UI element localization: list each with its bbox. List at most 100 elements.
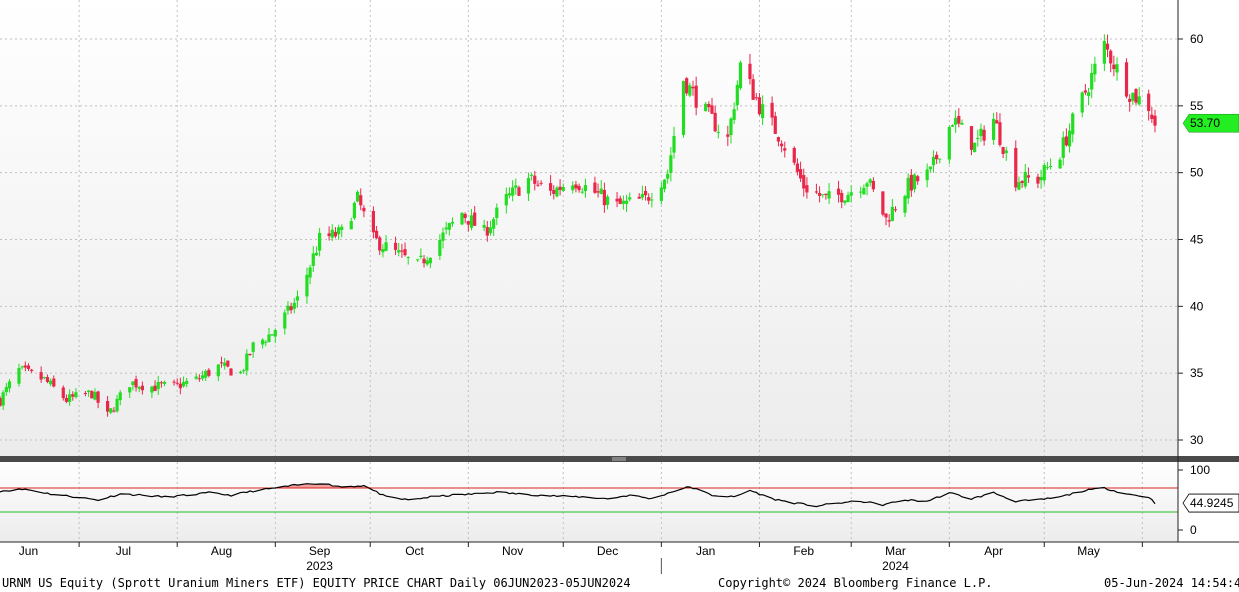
candle-body — [463, 213, 467, 219]
candle-body — [45, 377, 50, 382]
candle-body — [713, 112, 717, 132]
month-label: Aug — [211, 544, 232, 558]
candle-body — [245, 353, 249, 371]
candle-body — [773, 116, 777, 134]
candle-body — [776, 137, 781, 142]
candle-body — [1102, 40, 1106, 64]
price-tick-label: 55 — [1190, 99, 1204, 113]
candle-body — [637, 196, 641, 199]
candle-body — [583, 185, 588, 192]
candle-body — [602, 189, 606, 206]
candle-body — [0, 397, 2, 406]
candle-body — [969, 126, 974, 150]
candle-body — [150, 386, 154, 393]
candle-body — [226, 360, 230, 367]
candle-body — [672, 135, 676, 153]
candle-body — [757, 97, 762, 115]
candle-body — [916, 176, 920, 182]
candle-body — [694, 85, 698, 108]
candle-body — [7, 381, 12, 389]
candle-body — [792, 147, 796, 163]
candle-body — [729, 118, 733, 136]
candle-body — [333, 231, 338, 237]
candle-body — [691, 86, 695, 89]
candle-body — [156, 381, 160, 390]
candle-body — [128, 387, 132, 393]
candle-body — [219, 362, 224, 364]
candle-body — [371, 210, 375, 233]
candle-body — [4, 387, 8, 393]
candle-body — [1137, 96, 1141, 105]
candle-body — [571, 185, 575, 191]
candle-body — [460, 212, 464, 225]
candle-body — [1147, 93, 1151, 112]
candle-body — [118, 392, 122, 401]
candle-body — [865, 183, 869, 187]
candle-body — [71, 394, 75, 397]
last-rsi-label: 44.9245 — [1190, 496, 1234, 510]
candle-body — [93, 391, 97, 400]
candle-body — [982, 129, 986, 141]
candle-body — [264, 341, 268, 343]
candle-body — [536, 184, 540, 186]
candle-body — [20, 366, 24, 368]
candle-body — [1115, 64, 1119, 73]
month-label: Apr — [984, 544, 1003, 558]
candle-body — [115, 398, 119, 412]
candle-body — [1134, 89, 1138, 103]
candle-body — [954, 117, 958, 125]
candle-body — [960, 123, 964, 125]
candle-body — [814, 191, 819, 193]
candle-body — [153, 385, 157, 391]
candle-body — [976, 137, 980, 140]
candle-body — [770, 102, 774, 118]
candle-body — [30, 369, 34, 372]
candle-body — [533, 175, 537, 184]
candle-body — [802, 175, 806, 189]
candle-body — [207, 369, 211, 376]
candle-body — [555, 187, 559, 197]
candle-body — [178, 383, 182, 389]
candle-body — [318, 232, 322, 251]
candle-body — [1128, 98, 1132, 102]
candle-body — [780, 143, 784, 147]
candle-body — [162, 381, 167, 384]
candle-body — [539, 182, 543, 184]
candle-body — [935, 154, 939, 160]
candle-body — [416, 259, 420, 261]
month-label: Oct — [405, 544, 424, 558]
candle-body — [1004, 150, 1008, 154]
candle-body — [26, 365, 31, 369]
candle-body — [859, 191, 863, 193]
grid-lines — [0, 0, 1178, 542]
panel-divider[interactable] — [0, 456, 1239, 462]
candle-body — [425, 260, 429, 265]
candle-body — [172, 381, 176, 383]
candle-body — [90, 391, 94, 399]
candle-body — [381, 249, 385, 253]
candle-body — [444, 227, 448, 230]
candle-body — [735, 84, 739, 106]
year-label: 2023 — [306, 559, 333, 573]
candle-body — [251, 342, 255, 352]
candle-body — [688, 85, 692, 96]
candle-body — [39, 372, 43, 380]
price-tick-label: 60 — [1190, 32, 1204, 46]
candle-body — [552, 190, 556, 194]
candle-body — [517, 187, 521, 196]
month-label: Jan — [696, 544, 715, 558]
price-tick-label: 30 — [1190, 433, 1204, 447]
candle-body — [558, 186, 562, 190]
candle-body — [795, 163, 800, 172]
candle-body — [1, 392, 5, 406]
candle-body — [979, 128, 983, 137]
candle-body — [1124, 62, 1129, 97]
candle-body — [868, 179, 872, 183]
candle-body — [950, 125, 955, 127]
candle-body — [1153, 115, 1157, 126]
candle-body — [355, 191, 360, 202]
candle-body — [393, 242, 398, 250]
candle-body — [1001, 147, 1005, 155]
candle-body — [200, 375, 205, 379]
candle-body — [17, 368, 21, 384]
